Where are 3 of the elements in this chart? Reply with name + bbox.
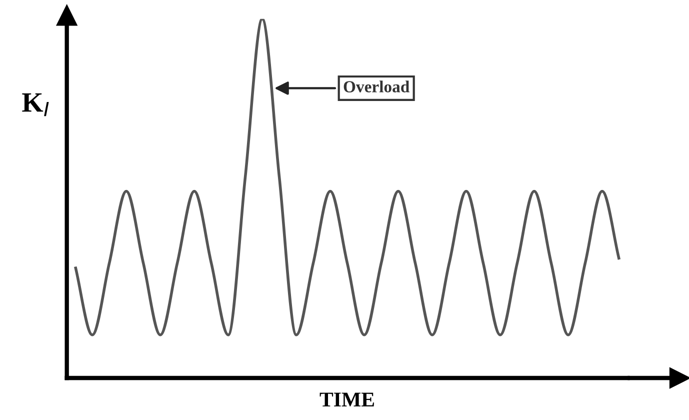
y-axis-title: K$_{I}$	[22, 93, 49, 116]
annotation: Overload	[344, 80, 410, 92]
x-axis-title: TIME	[320, 392, 374, 406]
